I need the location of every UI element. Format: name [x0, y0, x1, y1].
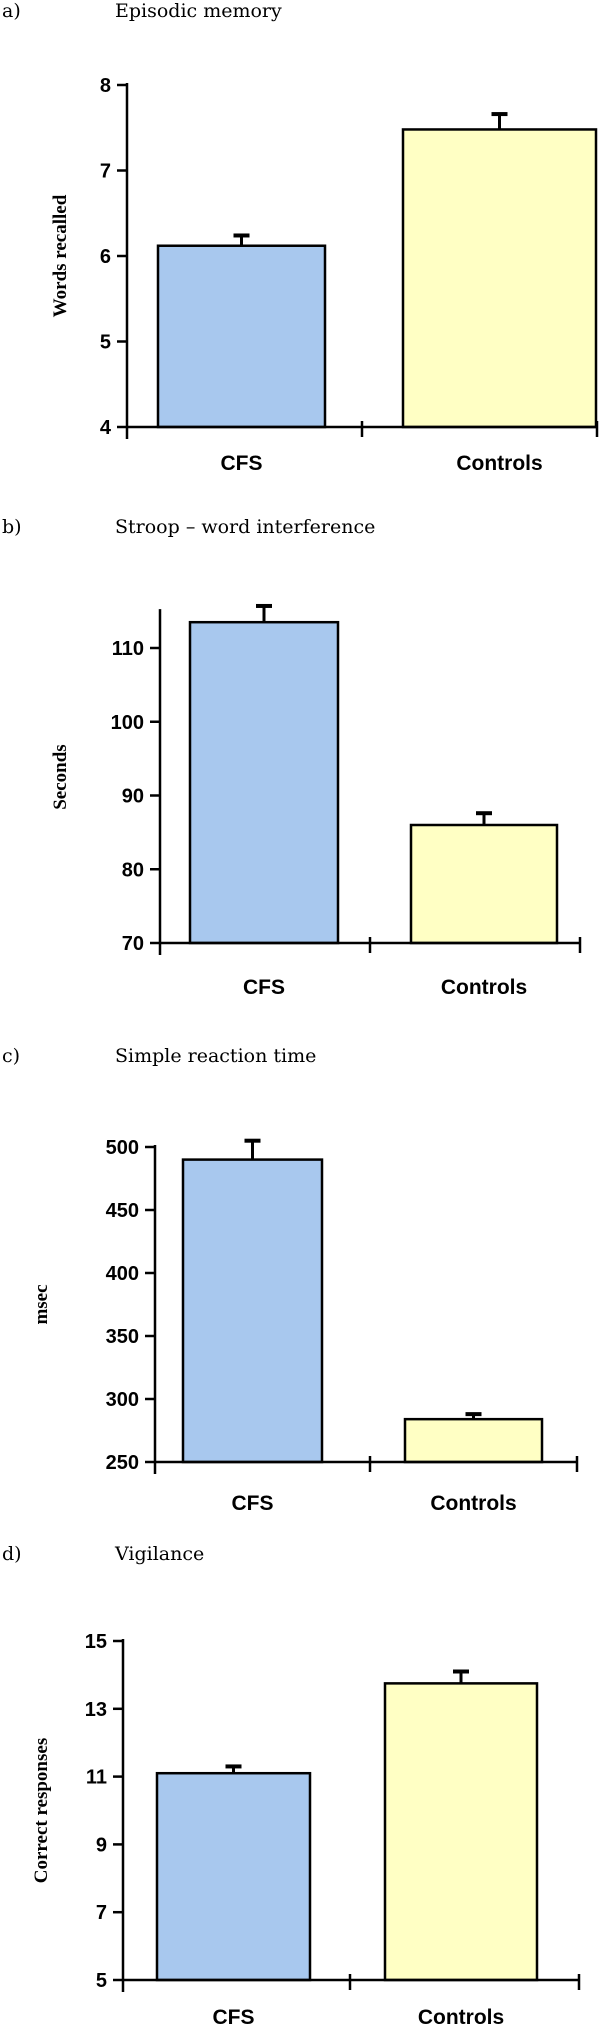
y-tick-label: 100 — [111, 712, 144, 734]
category-label: Controls — [441, 976, 527, 999]
y-tick-label: 15 — [85, 1631, 107, 1653]
y-tick-label: 300 — [106, 1389, 139, 1411]
bar-cfs — [155, 1771, 312, 1982]
y-axis-label: Correct responses — [31, 1738, 52, 1883]
chart-title: Episodic memory — [115, 0, 282, 22]
y-tick-label: 6 — [100, 246, 111, 268]
chart-title: Vigilance — [115, 1543, 205, 1565]
chart-title: Stroop – word interference — [115, 516, 376, 538]
chart-stroop: CFS Controls 70 80 90 100 110 Seconds — [50, 603, 582, 999]
y-tick-label: 13 — [85, 1699, 107, 1721]
y-tick-label: 90 — [122, 786, 144, 808]
chart-vigilance: CFS Controls 5 7 9 11 13 15 Correct responses — [31, 1631, 581, 2029]
panel-letter: b) — [2, 516, 22, 538]
y-tick-label: 500 — [106, 1137, 139, 1159]
y-tick-label: 11 — [86, 1767, 107, 1789]
y-axis-label: Words recalled — [50, 194, 71, 317]
y-tick-label: 70 — [122, 933, 144, 955]
y-tick-label: 5 — [96, 1970, 107, 1992]
category-label: CFS — [213, 2006, 255, 2029]
y-tick-label: 4 — [100, 417, 112, 439]
y-axis-label: msec — [31, 1284, 52, 1324]
category-label: Controls — [430, 1492, 516, 1515]
category-label: Controls — [456, 452, 542, 475]
y-tick-label: 350 — [106, 1326, 139, 1348]
category-label: CFS — [221, 452, 263, 475]
y-tick-label: 400 — [106, 1263, 139, 1285]
chart-simple-reaction-time: CFS Controls 250 300 350 400 450 500 msec — [31, 1137, 579, 1515]
category-label: Controls — [418, 2006, 504, 2029]
panel-letter: c) — [2, 1045, 21, 1067]
bar-controls — [409, 823, 559, 945]
bar-controls — [401, 128, 598, 429]
category-label: CFS — [243, 976, 285, 999]
y-tick-label: 250 — [106, 1452, 139, 1474]
y-tick-label: 5 — [100, 332, 111, 354]
y-tick-label: 9 — [96, 1834, 107, 1856]
panel-letter: a) — [2, 0, 21, 22]
bar-controls — [403, 1417, 544, 1464]
bar-cfs — [156, 244, 327, 429]
chart-episodic-memory: CFS Controls 4 5 6 7 8 Words recalled — [50, 75, 599, 475]
category-label: CFS — [232, 1492, 274, 1515]
bar-cfs — [181, 1158, 324, 1464]
y-tick-label: 110 — [112, 638, 144, 660]
panel-letter: d) — [2, 1543, 22, 1565]
bar-cfs — [188, 620, 340, 945]
y-tick-label: 80 — [122, 859, 144, 881]
chart-title: Simple reaction time — [115, 1045, 317, 1067]
y-axis-label: Seconds — [50, 744, 71, 809]
bar-controls — [383, 1682, 539, 1982]
y-tick-label: 7 — [100, 161, 111, 183]
y-tick-label: 8 — [100, 75, 111, 97]
y-tick-label: 450 — [106, 1200, 139, 1222]
y-tick-label: 7 — [96, 1902, 107, 1924]
